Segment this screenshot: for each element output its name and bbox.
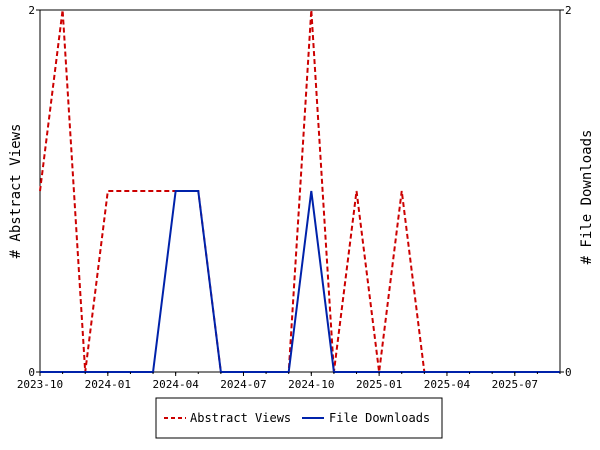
x-tick-label: 2023-10: [17, 378, 63, 391]
y-right-tick-bottom: 0: [565, 366, 572, 379]
legend-label-abstract-views: Abstract Views: [190, 411, 291, 425]
y-left-tick-top: 2: [28, 4, 35, 17]
x-tick-label: 2024-10: [288, 378, 334, 391]
x-tick-label: 2024-01: [85, 378, 131, 391]
y-right-axis-title: # File Downloads: [579, 130, 595, 265]
series-line-file-downloads: [40, 190, 560, 373]
x-tick-label: 2024-07: [220, 378, 266, 391]
y-left-axis-title: # Abstract Views: [8, 124, 24, 259]
x-tick-label: 2024-04: [152, 378, 199, 391]
x-axis: 2023-10 2024-01 2024-04 2024-07 2024-10 2025-…: [17, 372, 561, 391]
legend-box: [155, 397, 443, 439]
x-tick-label: 2025-07: [492, 378, 538, 391]
y-right-tick-top: 2: [565, 4, 572, 17]
legend-label-file-downloads: File Downloads: [329, 411, 430, 425]
series-layer: [39, 9, 560, 373]
x-tick-label: 2025-01: [356, 378, 402, 391]
y-left-tick-bottom: 0: [28, 366, 35, 379]
x-tick-label: 2025-04: [424, 378, 471, 391]
